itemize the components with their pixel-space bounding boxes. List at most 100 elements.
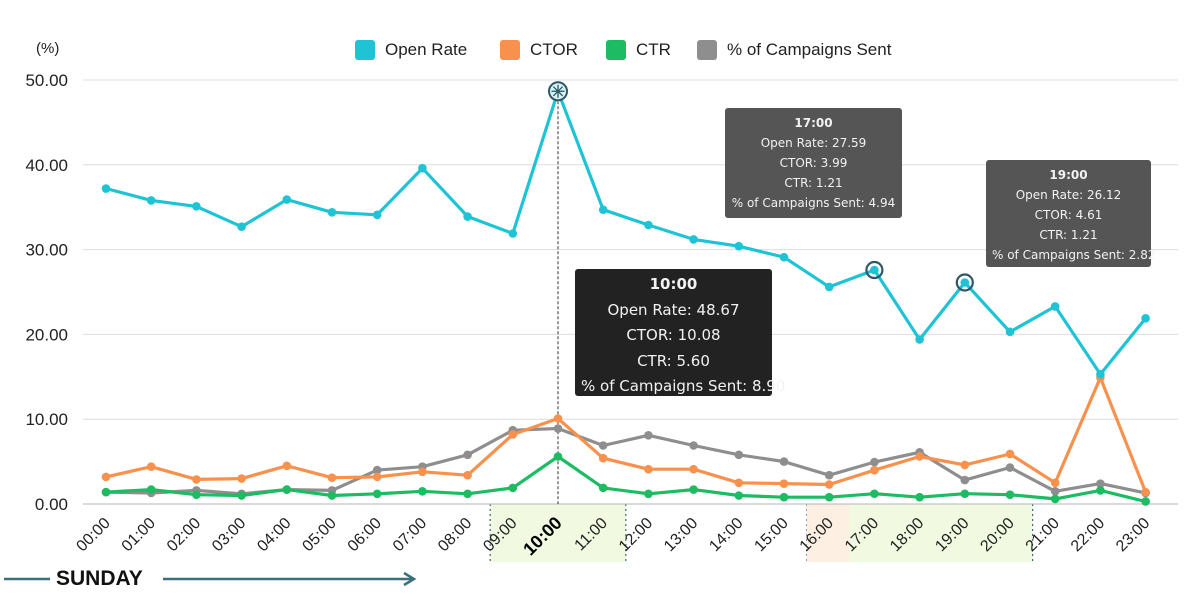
data-point <box>689 485 698 494</box>
x-tick-label: 02:00 <box>164 515 204 555</box>
data-point <box>463 470 472 480</box>
data-point <box>1096 479 1105 488</box>
y-tick-label: 20.00 <box>25 325 68 344</box>
tooltip-title: 17:00 <box>794 116 833 130</box>
data-point <box>689 464 698 474</box>
tooltip-line: % of Campaigns Sent: 4.94 <box>731 196 896 210</box>
legend-item[interactable]: Open Rate <box>355 38 467 62</box>
x-tick-label: 04:00 <box>254 515 294 555</box>
data-point <box>192 202 201 211</box>
data-point <box>644 489 653 499</box>
y-tick-label: 0.00 <box>35 495 68 514</box>
data-point <box>644 464 653 474</box>
x-tick-label: 00:00 <box>73 515 113 555</box>
data-point <box>237 222 246 232</box>
x-tick-label: 05:00 <box>299 515 339 555</box>
data-point <box>192 475 201 484</box>
data-point <box>915 492 924 502</box>
x-tick-label: 06:00 <box>345 515 385 555</box>
y-tick-label: 40.00 <box>25 156 68 175</box>
legend-label: CTOR <box>530 40 578 59</box>
x-tick-label: 22:00 <box>1068 515 1108 555</box>
series-lines <box>105 89 1148 504</box>
highlight-bands <box>489 504 1034 562</box>
data-point <box>779 457 789 466</box>
data-point <box>101 184 111 193</box>
data-point <box>463 489 472 499</box>
legend-swatch <box>500 40 520 60</box>
data-point <box>960 475 970 485</box>
x-tick-label: 13:00 <box>661 515 701 555</box>
data-point <box>192 490 201 499</box>
data-point <box>327 207 337 217</box>
data-point <box>418 467 427 477</box>
legend-item[interactable]: % of Campaigns Sent <box>697 38 891 62</box>
data-point <box>372 465 382 475</box>
data-point <box>1005 490 1015 499</box>
tooltip-line: Open Rate: 48.67 <box>607 300 740 319</box>
tooltip-line: CTOR: 10.08 <box>626 326 721 344</box>
legend-label: Open Rate <box>385 40 468 59</box>
legend-swatch <box>697 40 717 60</box>
legend-item[interactable]: CTOR <box>500 38 578 62</box>
marker-spoke <box>552 90 559 97</box>
marker-spoke <box>552 86 559 92</box>
series-line <box>105 89 1147 376</box>
data-point <box>418 163 427 173</box>
tooltip-line: % of Campaigns Sent: 2.82 <box>992 248 1156 262</box>
data-point <box>734 450 744 460</box>
data-point <box>372 210 382 220</box>
tooltip-1900: 19:00 Open Rate: 26.12 CTOR: 4.61 CTR: 1.21… <box>986 160 1156 267</box>
data-point <box>689 441 698 450</box>
tooltip-title: 10:00 <box>649 275 698 293</box>
data-point <box>644 431 653 440</box>
data-point <box>418 486 427 496</box>
data-point <box>553 414 563 423</box>
y-tick-label: 30.00 <box>25 241 68 260</box>
tooltip-line: CTR: 1.21 <box>784 176 843 190</box>
data-point <box>1141 313 1150 323</box>
y-unit-label: (%) <box>36 40 60 57</box>
data-point <box>598 453 608 463</box>
tooltip-line: CTR: 5.60 <box>637 351 710 370</box>
x-tick-label: 08:00 <box>435 515 475 555</box>
tooltip-line: Open Rate: 26.12 <box>1015 188 1122 202</box>
tooltip-line: CTR: 1.21 <box>1039 228 1098 242</box>
tooltip-title: 19:00 <box>1049 168 1088 182</box>
data-point <box>598 483 608 493</box>
data-point <box>101 487 111 497</box>
legend-swatch <box>606 40 626 60</box>
x-tick-label: 01:00 <box>119 515 159 555</box>
data-point <box>237 474 246 483</box>
data-point <box>1050 478 1060 488</box>
data-point <box>1050 494 1060 504</box>
hover-markers <box>548 81 974 292</box>
data-point <box>824 282 834 292</box>
data-point <box>598 441 608 450</box>
legend-item[interactable]: CTR <box>606 38 671 62</box>
data-point <box>960 489 970 499</box>
data-point <box>824 480 834 489</box>
y-tick-label: 50.00 <box>25 71 68 90</box>
data-point <box>779 479 789 488</box>
data-point <box>1141 487 1150 497</box>
data-point <box>644 220 653 230</box>
data-point <box>1005 327 1015 337</box>
y-tick-label: 10.00 <box>25 410 68 429</box>
marker-spoke <box>557 90 564 97</box>
data-point <box>1005 463 1015 472</box>
x-tick-label: 15:00 <box>751 515 791 555</box>
x-tick-label: 23:00 <box>1113 515 1153 555</box>
data-point <box>734 241 744 251</box>
data-point <box>553 424 563 433</box>
data-point <box>146 196 156 205</box>
series-line <box>105 426 1146 496</box>
hover-point-marker <box>955 273 974 292</box>
highlight-band <box>490 504 626 562</box>
series-line <box>105 376 1148 493</box>
data-point <box>101 472 111 482</box>
marker-spoke <box>557 86 564 92</box>
tooltip-1000: 10:00 Open Rate: 48.67 CTOR: 10.08 CTR: 5.6… <box>575 269 785 396</box>
data-point <box>508 483 518 493</box>
data-point <box>508 430 518 439</box>
